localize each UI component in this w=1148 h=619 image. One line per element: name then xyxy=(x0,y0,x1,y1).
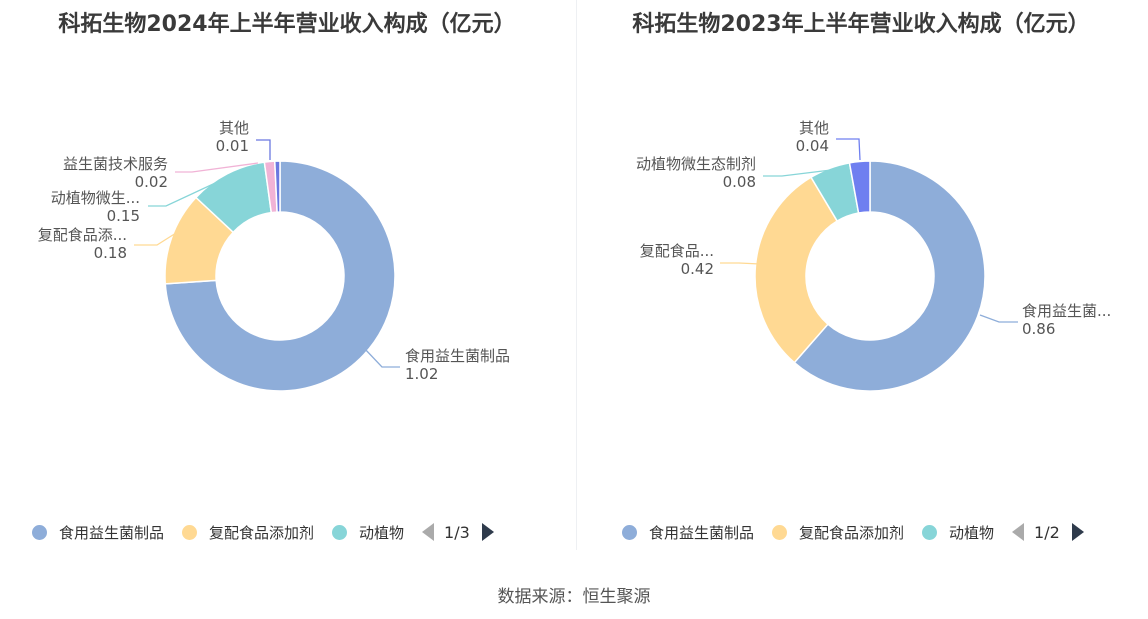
data-source-note: 数据来源：恒生聚源 xyxy=(497,587,651,607)
chart-title: 科拓生物2024年上半年营业收入构成（亿元） xyxy=(58,12,516,37)
chart-panel-2023: 科拓生物2023年上半年营业收入构成（亿元） 食用益生菌... 0.86 复配食品.… xyxy=(574,0,1148,560)
legend-label: 动植物 xyxy=(949,523,995,542)
legend-marker xyxy=(32,524,47,540)
label-leader-line xyxy=(763,169,832,177)
label-leader-line xyxy=(836,138,861,161)
slice-label: 动植物微生态制剂 xyxy=(636,155,756,173)
slice-label: 益生菌技术服务 xyxy=(63,155,168,173)
chart-title: 科拓生物2023年上半年营业收入构成（亿元） xyxy=(632,12,1090,37)
slice-value-label: 0.18 xyxy=(94,244,127,262)
slice-label: 其他 xyxy=(799,119,829,137)
legend-item[interactable]: 动植物 xyxy=(332,522,404,543)
chevron-right-icon[interactable] xyxy=(481,523,494,541)
label-leader-line xyxy=(256,139,271,160)
label-leader-line xyxy=(148,177,227,207)
label-leader-line xyxy=(134,232,177,246)
legend-item[interactable]: 动植物 xyxy=(922,522,994,543)
chevron-left-icon[interactable] xyxy=(1012,523,1025,541)
slice-value-label: 0.42 xyxy=(681,260,714,278)
slice-value-label: 0.04 xyxy=(796,137,829,155)
label-leader-line xyxy=(720,262,761,265)
chart-panel-2024: 科拓生物2024年上半年营业收入构成（亿元） 食用益生菌制品 1.02 复配食品添.… xyxy=(0,0,574,560)
legend-item[interactable]: 食用益生菌制品 xyxy=(622,522,754,543)
slice-label: 其他 xyxy=(219,119,249,137)
slice-label: 复配食品... xyxy=(640,242,714,260)
slice-label: 食用益生菌... xyxy=(1022,302,1111,320)
slice-value-label: 0.08 xyxy=(723,173,756,191)
legend-page-indicator: 1/2 xyxy=(1034,522,1060,542)
pie-slice[interactable] xyxy=(164,160,396,392)
legend-label: 食用益生菌制品 xyxy=(59,523,165,542)
chevron-right-icon[interactable] xyxy=(1071,523,1084,541)
slice-label: 食用益生菌制品 xyxy=(405,347,510,365)
slice-value-label: 0.86 xyxy=(1022,320,1055,338)
legend-label: 动植物 xyxy=(359,523,405,542)
legend-pager: 1/3 xyxy=(422,523,494,542)
legend: 食用益生菌制品 复配食品添加剂 动植物 1/3 xyxy=(32,519,494,545)
slice-value-label: 1.02 xyxy=(405,365,438,383)
chevron-left-icon[interactable] xyxy=(422,523,435,541)
legend-item[interactable]: 复配食品添加剂 xyxy=(182,522,314,543)
legend-marker xyxy=(332,524,348,540)
slice-value-label: 0.02 xyxy=(135,173,168,191)
legend-marker xyxy=(922,524,938,540)
legend-page-indicator: 1/3 xyxy=(444,522,470,542)
slice-value-label: 0.15 xyxy=(107,207,140,225)
slice-label: 复配食品添... xyxy=(38,226,127,244)
label-leader-line xyxy=(979,314,1018,323)
legend: 食用益生菌制品 复配食品添加剂 动植物 1/2 xyxy=(622,519,1084,545)
pie-slice[interactable] xyxy=(754,176,839,364)
label-leader-line xyxy=(175,162,259,173)
pie-slice[interactable] xyxy=(848,160,871,214)
legend-marker xyxy=(182,524,198,540)
legend-marker xyxy=(772,524,788,540)
legend-label: 食用益生菌制品 xyxy=(649,523,755,542)
panel-divider xyxy=(576,0,577,550)
pie-slice[interactable] xyxy=(793,160,986,392)
legend-marker xyxy=(622,524,637,540)
slice-value-label: 0.01 xyxy=(216,137,249,155)
legend-item[interactable]: 复配食品添加剂 xyxy=(772,522,904,543)
label-leader-line xyxy=(363,347,400,368)
legend-pager: 1/2 xyxy=(1012,523,1084,542)
slice-label: 动植物微生... xyxy=(51,189,140,207)
legend-label: 复配食品添加剂 xyxy=(799,523,905,542)
legend-label: 复配食品添加剂 xyxy=(209,523,315,542)
legend-item[interactable]: 食用益生菌制品 xyxy=(32,522,164,543)
pie-slice[interactable] xyxy=(273,160,281,213)
